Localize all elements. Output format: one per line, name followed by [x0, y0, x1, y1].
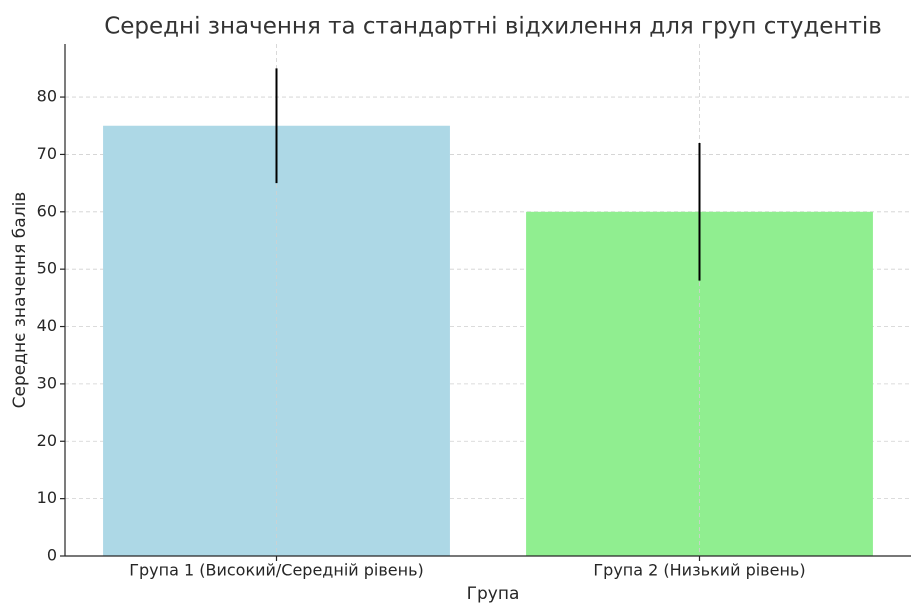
y-tick-label: 40 — [37, 316, 57, 335]
x-axis-label: Група — [467, 584, 520, 603]
y-tick-label: 80 — [37, 87, 57, 106]
y-tick-label: 20 — [37, 431, 57, 450]
x-tick-label: Група 2 (Низький рівень) — [593, 561, 805, 580]
y-axis-label: Середнє значення балів — [10, 192, 30, 409]
y-tick-label: 60 — [37, 201, 57, 220]
y-tick-label: 30 — [37, 373, 57, 392]
y-tick-label: 0 — [47, 546, 57, 565]
chart-title: Середні значення та стандартні відхиленн… — [104, 14, 882, 40]
y-tick-label: 50 — [37, 259, 57, 278]
y-tick-label: 70 — [37, 144, 57, 163]
x-tick-label: Група 1 (Високий/Середній рівень) — [129, 561, 424, 580]
y-tick-label: 10 — [37, 488, 57, 507]
